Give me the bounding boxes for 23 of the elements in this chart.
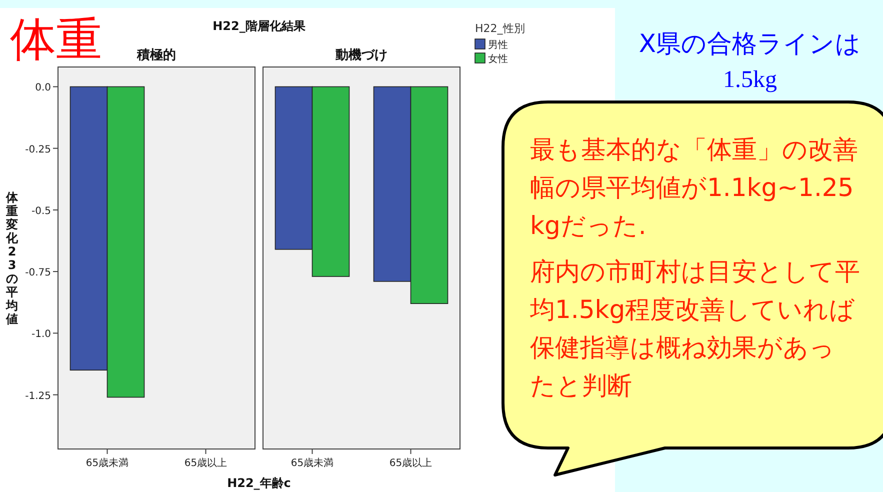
y-tick-label: -0.75 <box>25 268 51 279</box>
legend-label: 男性 <box>488 39 508 51</box>
chart-title: 積極的 <box>136 48 176 63</box>
x-tick-label: 65歳以上 <box>184 457 228 469</box>
y-tick-label: -1.0 <box>31 329 51 340</box>
text: 府内の市町村は目安として平均1.5kg程度改善していれば保健指導は概ね効果があったと判断 <box>529 257 860 400</box>
y-tick-label: -1.25 <box>25 390 51 402</box>
y-tick-label: -0.5 <box>31 206 51 217</box>
x-tick-label: 65歳未満 <box>290 457 334 469</box>
x-axis-title: H22_年齢c <box>227 476 291 490</box>
text: 1.5kg <box>723 67 777 93</box>
text: X県の合格ラインは <box>638 29 862 58</box>
text: 体重変化23の平均値 <box>6 190 18 326</box>
text: 体重 <box>10 12 102 66</box>
text: 最も基本的な「体重」の改善幅の県平均値が1.1kg~1.25kgだった. <box>530 135 858 240</box>
y-tick-label: -0.25 <box>25 144 51 156</box>
y-tick-label: 0.0 <box>35 82 51 94</box>
x-tick-label: 65歳以上 <box>389 457 432 469</box>
legend-label: 女性 <box>488 53 508 65</box>
chart-subtitle: H22_階層化結果 <box>212 19 306 33</box>
chart-title: 動機づけ <box>334 48 388 63</box>
legend-title: H22_性別 <box>475 22 525 35</box>
x-tick-label: 65歳未満 <box>86 457 129 469</box>
